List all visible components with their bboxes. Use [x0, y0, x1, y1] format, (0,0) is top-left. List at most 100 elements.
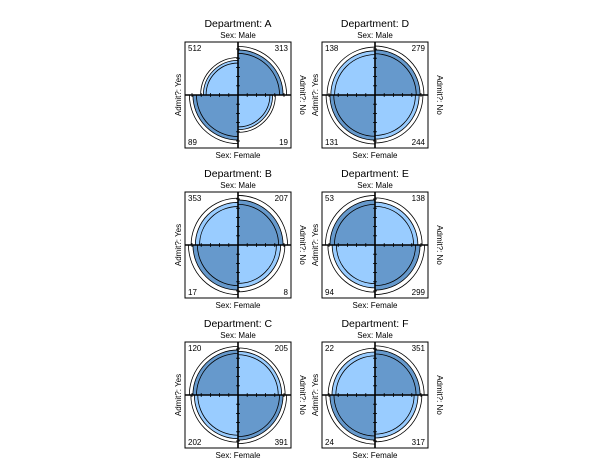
confidence-ring-female-yes-0 — [196, 244, 239, 287]
wedge-female-yes — [331, 244, 376, 289]
count-female-no: 299 — [412, 288, 426, 297]
confidence-ring-female-no-1 — [237, 394, 288, 445]
confidence-ring-female-yes-1 — [190, 394, 239, 443]
confidence-ring-male-no-0 — [374, 353, 417, 396]
label-left: Admit?: Yes — [311, 224, 320, 266]
count-female-yes: 24 — [325, 438, 334, 447]
wedge-female-yes — [192, 94, 239, 141]
label-bottom: Sex: Female — [216, 301, 261, 310]
wedge-female-no — [237, 394, 284, 441]
confidence-ring-male-no-0 — [237, 354, 279, 396]
confidence-ring-female-yes-1 — [325, 94, 376, 145]
wedge-male-no — [374, 49, 421, 96]
panel-title: Department: D — [341, 18, 410, 30]
label-top: Sex: Male — [357, 181, 393, 190]
count-female-yes: 131 — [325, 138, 339, 147]
wedge-female-yes — [329, 94, 376, 141]
confidence-ring-female-yes-0 — [333, 94, 376, 137]
confidence-ring-male-yes-1 — [326, 46, 376, 96]
wedge-female-yes — [329, 394, 376, 441]
confidence-ring-male-yes-0 — [205, 62, 239, 96]
label-top: Sex: Male — [220, 331, 256, 340]
wedge-male-yes — [329, 199, 376, 246]
confidence-ring-female-no-1 — [237, 244, 286, 293]
wedge-female-no — [374, 394, 419, 439]
count-female-yes: 94 — [325, 288, 334, 297]
label-top: Sex: Male — [220, 181, 256, 190]
confidence-ring-female-no-0 — [237, 394, 280, 437]
label-left: Admit?: Yes — [311, 74, 320, 116]
confidence-ring-female-yes-0 — [335, 244, 376, 285]
confidence-ring-male-yes-1 — [188, 345, 239, 396]
confidence-ring-female-no-1 — [374, 94, 424, 144]
confidence-ring-female-no-0 — [374, 244, 416, 286]
confidence-ring-female-yes-0 — [196, 94, 239, 137]
label-bottom: Sex: Female — [216, 451, 261, 460]
confidence-ring-female-no-0 — [237, 244, 277, 284]
count-male-no: 205 — [275, 344, 289, 353]
confidence-ring-female-no-0 — [237, 94, 271, 128]
confidence-ring-male-no-0 — [237, 203, 280, 246]
count-female-no: 8 — [284, 288, 289, 297]
count-female-yes: 17 — [188, 288, 197, 297]
count-female-no: 317 — [412, 438, 426, 447]
wedge-female-no — [374, 94, 420, 140]
confidence-ring-male-no-0 — [374, 53, 417, 96]
label-right: Admit?: No — [435, 75, 444, 115]
count-male-no: 313 — [275, 44, 289, 53]
confidence-ring-female-yes-0 — [333, 394, 376, 437]
count-male-no: 138 — [412, 194, 426, 203]
confidence-ring-male-yes-0 — [334, 204, 376, 246]
panel-title: Department: F — [341, 318, 408, 330]
count-female-no: 244 — [412, 138, 426, 147]
label-top: Sex: Male — [357, 331, 393, 340]
count-male-yes: 138 — [325, 44, 339, 53]
wedge-female-no — [237, 94, 274, 131]
confidence-ring-female-yes-1 — [327, 244, 376, 293]
confidence-ring-male-yes-0 — [199, 206, 239, 246]
wedge-male-no — [237, 49, 284, 96]
confidence-ring-male-yes-1 — [325, 195, 376, 246]
count-male-yes: 120 — [188, 344, 202, 353]
confidence-ring-male-yes-1 — [200, 57, 239, 96]
wedge-male-yes — [331, 351, 376, 396]
wedge-female-yes — [193, 394, 239, 440]
confidence-ring-female-no-1 — [374, 394, 423, 443]
label-right: Admit?: No — [298, 75, 307, 115]
confidence-ring-male-no-1 — [237, 195, 288, 246]
count-male-no: 279 — [412, 44, 426, 53]
confidence-ring-female-yes-1 — [188, 244, 239, 295]
count-male-no: 351 — [412, 344, 426, 353]
panel-title: Department: B — [204, 168, 272, 180]
label-left: Admit?: Yes — [174, 224, 183, 266]
wedge-male-yes — [202, 59, 239, 96]
confidence-ring-female-no-0 — [374, 94, 416, 136]
confidence-ring-female-no-1 — [237, 94, 276, 133]
label-bottom: Sex: Female — [353, 451, 398, 460]
wedge-female-no — [237, 244, 282, 289]
wedge-male-yes — [192, 349, 239, 396]
wedge-female-yes — [192, 244, 239, 291]
count-female-yes: 89 — [188, 138, 197, 147]
label-top: Sex: Male — [357, 31, 393, 40]
count-female-no: 391 — [275, 438, 289, 447]
confidence-ring-female-yes-1 — [188, 94, 239, 145]
label-top: Sex: Male — [220, 31, 256, 40]
confidence-ring-female-no-1 — [374, 244, 425, 295]
count-male-yes: 22 — [325, 344, 334, 353]
confidence-ring-male-yes-0 — [335, 355, 376, 396]
confidence-ring-male-no-1 — [237, 347, 286, 396]
panel-title: Department: C — [204, 318, 273, 330]
wedge-male-no — [374, 201, 419, 246]
wedge-female-no — [374, 244, 421, 291]
confidence-ring-male-no-0 — [374, 205, 415, 246]
label-left: Admit?: Yes — [174, 374, 183, 416]
label-bottom: Sex: Female — [353, 301, 398, 310]
confidence-ring-male-yes-0 — [196, 353, 239, 396]
panel-title: Department: E — [341, 168, 409, 180]
